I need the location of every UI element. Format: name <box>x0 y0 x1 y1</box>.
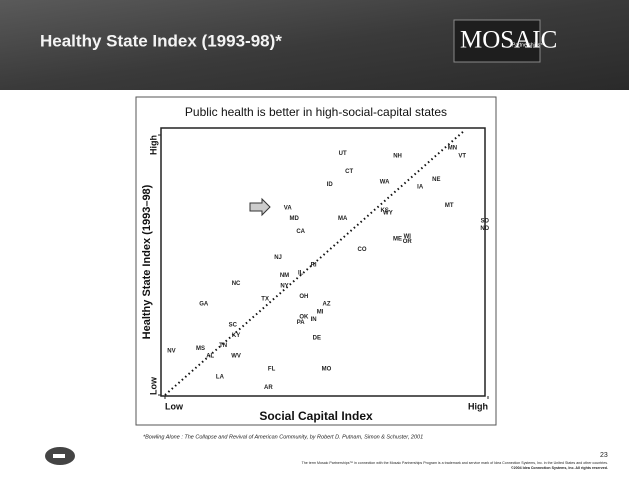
state-point: IA <box>417 185 424 191</box>
state-point: MT <box>445 203 454 209</box>
state-point: UT <box>339 151 347 157</box>
state-point: OH <box>299 294 308 300</box>
state-point: AL <box>206 354 214 360</box>
state-point: WI <box>404 234 412 240</box>
legal: ©2004 Idea Connection Systems, Inc. All … <box>511 466 608 470</box>
state-point: VT <box>458 153 466 159</box>
state-point: ID <box>327 182 334 188</box>
state-point: NM <box>280 273 289 279</box>
state-point: NE <box>432 177 440 183</box>
state-point: NH <box>393 153 402 159</box>
state-point: NC <box>232 281 241 287</box>
x-axis-label: Social Capital Index <box>259 409 373 423</box>
state-point: MA <box>338 216 348 222</box>
slide-title: Healthy State Index (1993-98)* <box>40 31 282 50</box>
state-point: OR <box>403 239 413 245</box>
state-point: AR <box>264 385 273 391</box>
state-point: PA <box>297 320 306 326</box>
state-point: KS <box>380 208 388 214</box>
state-point: MO <box>322 367 332 373</box>
state-point: DE <box>313 335 321 341</box>
state-point: NJ <box>274 255 282 261</box>
state-point: AZ <box>323 302 331 308</box>
state-point: VA <box>284 205 293 211</box>
logo: MOSAIC <box>460 27 557 54</box>
legal: The term Mosaic Partnerships™ in connect… <box>302 461 608 465</box>
state-point: TX <box>261 296 269 302</box>
state-point: NY <box>280 283 288 289</box>
state-point: MN <box>448 146 457 152</box>
logo-sub: Partnerships™ <box>512 42 545 48</box>
state-point: WV <box>231 354 241 360</box>
state-point: RI <box>311 263 317 269</box>
y-tick-label: High <box>148 135 158 155</box>
trend-line <box>164 129 466 396</box>
state-point: LA <box>216 374 225 380</box>
state-point: SC <box>229 322 238 328</box>
logo-box <box>453 19 541 63</box>
x-tick-label: High <box>468 401 488 411</box>
state-point: ME <box>393 237 402 243</box>
plot-box <box>160 127 486 397</box>
state-point: WY <box>383 211 393 217</box>
state-point: NV <box>167 348 175 354</box>
state-point: KY <box>232 333 240 339</box>
state-point: GA <box>199 302 209 308</box>
state-point: CO <box>358 247 367 253</box>
y-axis-label: Healthy State Index (1993–98) <box>141 184 153 339</box>
state-point: OK <box>299 315 309 321</box>
state-point: MD <box>290 216 300 222</box>
chart-title: Public health is better in high-social-c… <box>185 105 447 119</box>
state-point: CA <box>296 229 305 235</box>
state-point: IL <box>298 270 304 276</box>
state-point: TN <box>219 343 227 349</box>
state-point: FL <box>268 367 276 373</box>
state-point: MI <box>317 309 324 315</box>
page-number: 23 <box>600 452 608 459</box>
footnote: *Bowling Alone : The Collapse and Reviva… <box>143 434 423 440</box>
footer-logo <box>45 447 75 465</box>
arrow <box>249 197 271 217</box>
state-point: ND <box>480 226 489 232</box>
state-point: MS <box>196 346 205 352</box>
y-tick-label: Low <box>148 376 158 395</box>
state-point: IN <box>311 317 317 323</box>
chart-frame <box>135 96 497 426</box>
state-point: CT <box>345 169 353 175</box>
state-point: WA <box>380 179 390 185</box>
x-tick-label: Low <box>165 401 184 411</box>
state-point: SD <box>481 218 490 224</box>
